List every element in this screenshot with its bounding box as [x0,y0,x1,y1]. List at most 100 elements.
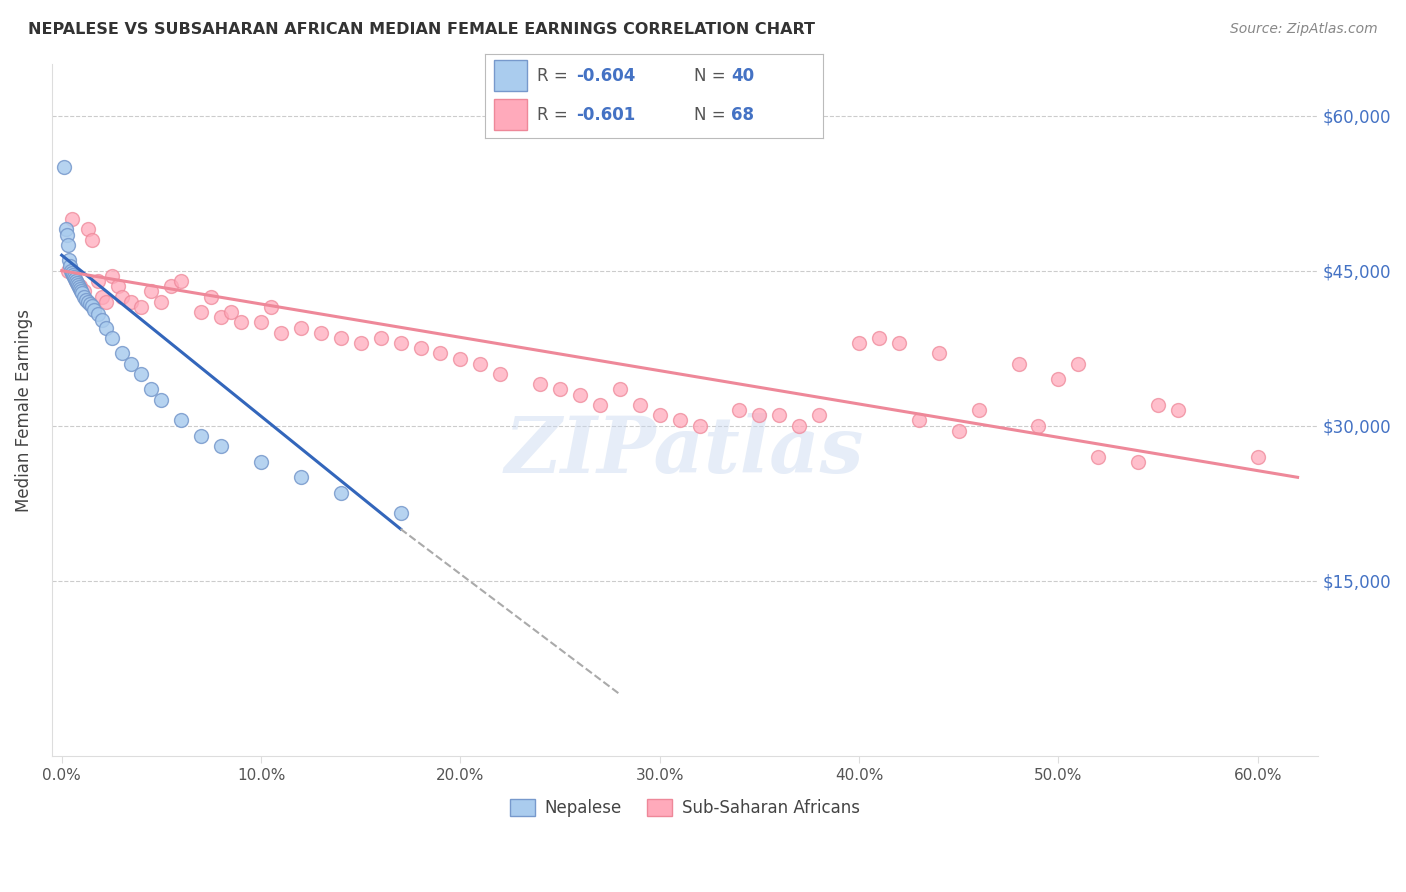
Text: 40: 40 [731,67,755,85]
Text: N =: N = [695,105,731,123]
Point [609,383,631,397]
Point [668,413,690,427]
Point [229,315,252,329]
Point [548,383,571,397]
Text: -0.604: -0.604 [576,67,636,85]
Point [60,212,83,227]
Point [86,307,108,321]
Point [76,294,98,309]
Point [689,418,711,433]
Point [69,285,91,299]
Point [90,289,112,303]
Point [768,409,790,423]
Point [1047,372,1070,386]
Point [589,398,612,412]
Point [60,266,83,280]
Point [72,289,94,303]
Text: NEPALESE VS SUBSAHARAN AFRICAN MEDIAN FEMALE EARNINGS CORRELATION CHART: NEPALESE VS SUBSAHARAN AFRICAN MEDIAN FE… [28,22,815,37]
Point [131,300,153,314]
Point [648,409,671,423]
Bar [494,61,527,91]
Legend: Nepalese, Sub-Saharan Africans: Nepalese, Sub-Saharan Africans [503,793,866,824]
Point [100,331,122,345]
Point [489,367,512,381]
Point [250,455,273,469]
Point [100,268,122,283]
Point [429,346,451,360]
Point [63,272,86,286]
Point [170,274,193,288]
Point [67,280,90,294]
Point [55,227,77,242]
Point [121,294,143,309]
Point [948,424,970,438]
Point [1126,455,1149,469]
Point [131,367,153,381]
Point [94,294,117,309]
Point [190,429,212,443]
Point [1007,357,1029,371]
Point [748,409,770,423]
Point [389,507,412,521]
Text: ZIPatlas: ZIPatlas [505,414,865,490]
Point [887,336,910,351]
Text: Source: ZipAtlas.com: Source: ZipAtlas.com [1230,22,1378,37]
Point [69,282,91,296]
Point [309,326,332,340]
Point [250,315,273,329]
Point [121,357,143,371]
Point [59,263,82,277]
Point [329,331,352,345]
Point [107,279,129,293]
Point [209,310,232,325]
Point [628,398,651,412]
Point [94,320,117,334]
Point [190,305,212,319]
Point [150,294,173,309]
Point [1028,418,1050,433]
Point [86,274,108,288]
Point [370,331,392,345]
Point [290,470,312,484]
Point [62,268,84,282]
Point [928,346,950,360]
Point [1087,450,1109,464]
Point [1247,450,1270,464]
Point [58,253,80,268]
Point [329,485,352,500]
Point [59,259,82,273]
Point [200,289,222,303]
Point [66,278,89,293]
Point [80,299,103,313]
Point [110,346,132,360]
Bar [494,99,527,130]
Point [90,313,112,327]
Point [170,413,193,427]
Point [219,305,242,319]
Point [529,377,551,392]
Y-axis label: Median Female Earnings: Median Female Earnings [15,309,32,512]
Point [62,269,84,284]
Point [65,274,87,288]
Point [868,331,890,345]
Point [848,336,870,351]
Point [66,276,89,290]
Point [110,289,132,303]
Point [270,326,292,340]
Point [290,320,312,334]
Point [967,403,990,417]
Point [160,279,183,293]
Point [141,285,163,299]
Point [787,418,810,433]
Text: R =: R = [537,67,574,85]
Point [409,341,432,355]
Point [52,161,75,175]
Point [55,222,77,236]
Point [141,383,163,397]
Point [1067,357,1090,371]
Point [56,263,79,277]
Point [389,336,412,351]
Point [65,274,87,288]
Point [449,351,471,366]
Point [808,409,831,423]
